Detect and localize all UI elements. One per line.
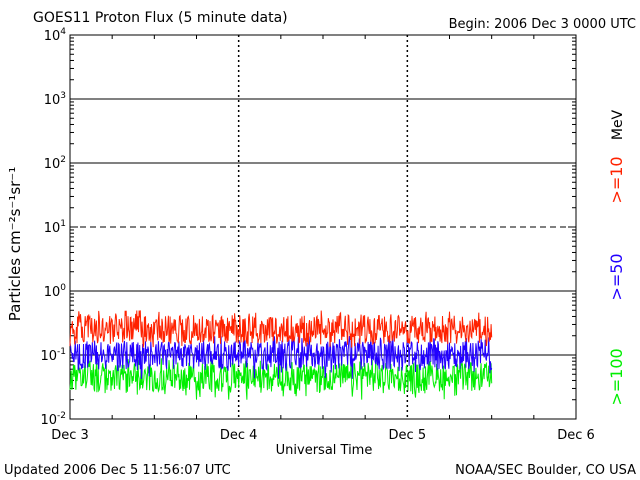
y-tick-exponent: 4: [60, 27, 66, 37]
legend-label: >=50: [607, 253, 626, 300]
updated-text: Updated 2006 Dec 5 11:56:07 UTC: [4, 463, 231, 478]
y-tick-exponent: -1: [57, 347, 66, 357]
y-tick-label: 10-2: [40, 411, 66, 428]
chart-title: GOES11 Proton Flux (5 minute data): [33, 10, 288, 26]
series-line-ge50: [69, 335, 493, 380]
y-tick-label: 102: [44, 155, 66, 172]
x-axis-label: Universal Time: [276, 443, 373, 458]
legend-unit: MeV: [610, 109, 626, 140]
y-tick-label: 103: [44, 91, 66, 108]
series-line-ge10: [69, 310, 493, 348]
y-axis-label-group: Particles cm⁻²s⁻¹sr⁻¹: [6, 167, 24, 321]
legend-label: >=10: [607, 156, 626, 203]
x-tick-label: Dec 4: [220, 428, 258, 443]
legend: >=10 >=50 >=100 MeV: [607, 109, 626, 405]
x-tick-label: Dec 3: [51, 428, 89, 443]
series-line-ge100: [69, 357, 493, 400]
y-axis-label: Particles cm⁻²s⁻¹sr⁻¹: [6, 167, 24, 321]
y-tick-label: 101: [44, 219, 66, 236]
x-axis: Dec 3 Dec 4 Dec 5 Dec 6: [51, 35, 595, 443]
y-tick-exponent: 3: [60, 91, 66, 101]
y-tick-label: 10-1: [40, 347, 66, 364]
y-tick-exponent: 2: [60, 155, 66, 165]
credit-text: NOAA/SEC Boulder, CO USA: [455, 463, 636, 478]
legend-entry: >=10: [607, 156, 626, 203]
legend-entry: >=100: [607, 348, 626, 405]
y-tick-label: 100: [44, 283, 67, 300]
legend-label: >=100: [607, 348, 626, 405]
x-tick-label: Dec 5: [389, 428, 427, 443]
series-lines: [69, 310, 493, 400]
legend-unit-group: MeV: [610, 109, 626, 140]
begin-time: Begin: 2006 Dec 3 0000 UTC: [449, 17, 636, 32]
y-tick-exponent: -2: [57, 411, 66, 421]
y-tick-exponent: 0: [60, 283, 66, 293]
x-tick-label: Dec 6: [557, 428, 595, 443]
y-tick-label: 104: [44, 27, 67, 44]
legend-entry: >=50: [607, 253, 626, 300]
y-tick-exponent: 1: [60, 219, 66, 229]
